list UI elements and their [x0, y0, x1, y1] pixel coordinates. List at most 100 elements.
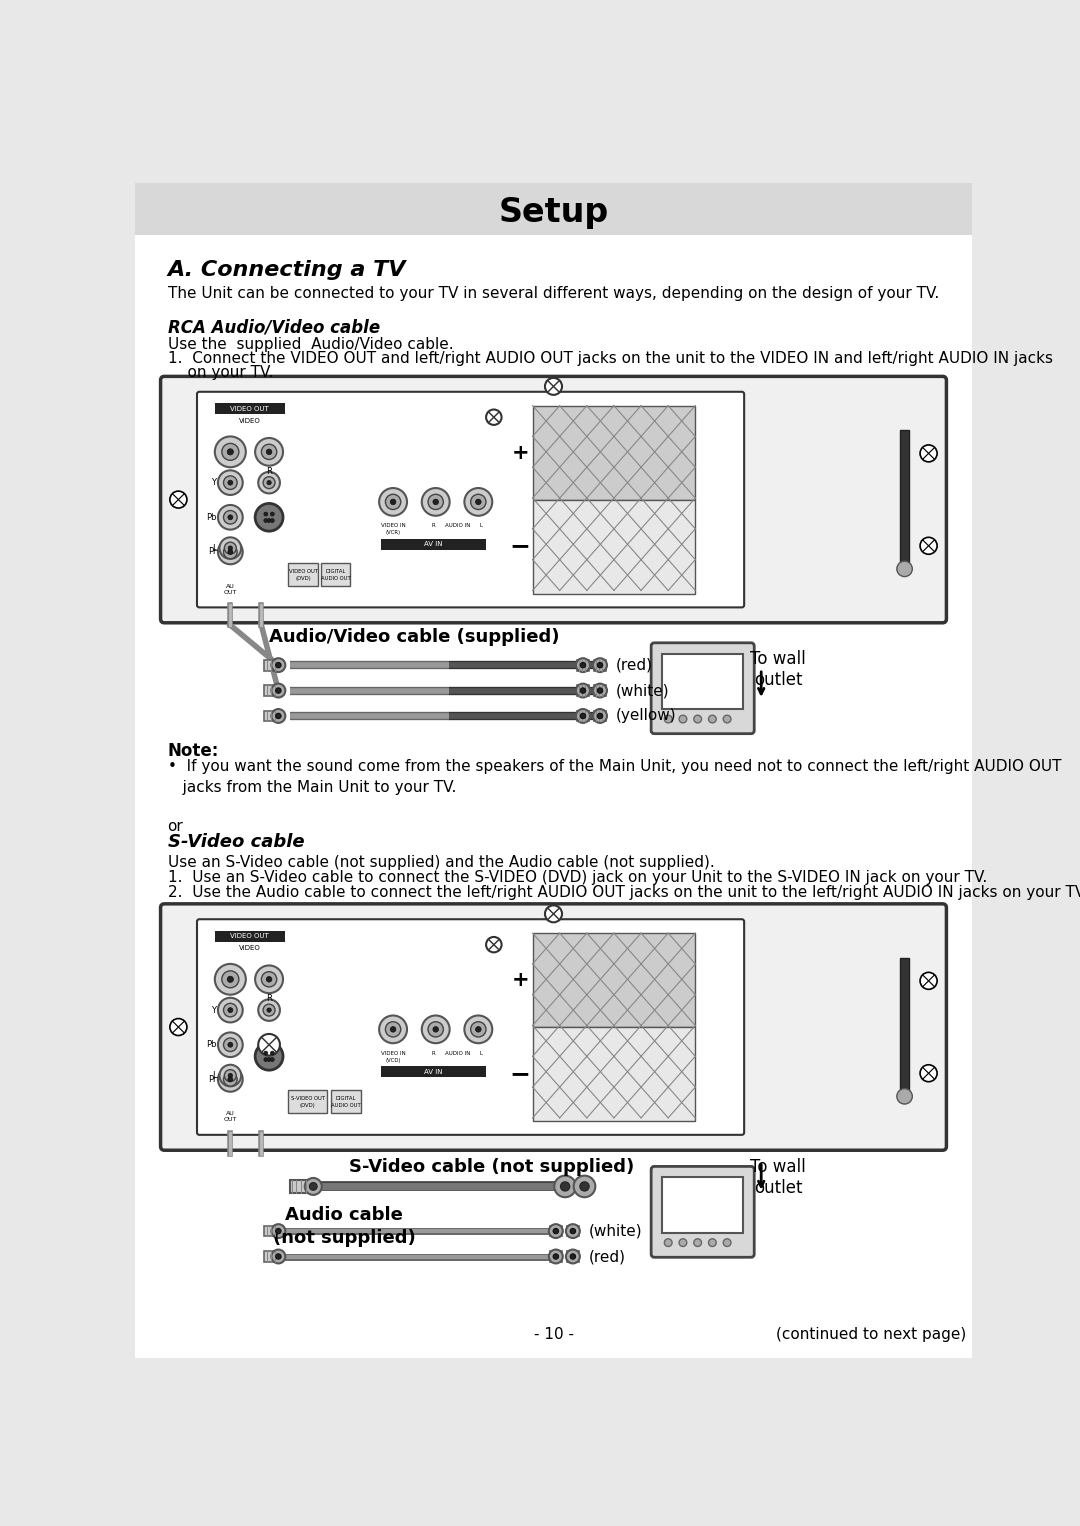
- Circle shape: [215, 964, 246, 995]
- Circle shape: [228, 1042, 233, 1047]
- Text: Audio cable
(not supplied): Audio cable (not supplied): [273, 1207, 416, 1247]
- Bar: [567, 1251, 579, 1262]
- Circle shape: [224, 1003, 238, 1016]
- Bar: [550, 1225, 562, 1236]
- Text: Pb: Pb: [206, 513, 216, 522]
- Circle shape: [422, 1015, 449, 1044]
- Bar: [532, 1027, 696, 1122]
- Circle shape: [679, 1239, 687, 1247]
- Circle shape: [570, 1228, 576, 1235]
- Text: (VCD): (VCD): [386, 1058, 401, 1062]
- Text: To wall
outlet: To wall outlet: [751, 650, 806, 688]
- Circle shape: [264, 1058, 268, 1062]
- Circle shape: [433, 499, 438, 505]
- Circle shape: [920, 1065, 937, 1082]
- Circle shape: [267, 519, 271, 522]
- Bar: [321, 563, 350, 586]
- Circle shape: [708, 716, 716, 723]
- Circle shape: [258, 472, 280, 493]
- Bar: [381, 539, 486, 549]
- Circle shape: [267, 449, 272, 455]
- Circle shape: [597, 688, 603, 693]
- Circle shape: [554, 1175, 576, 1198]
- Circle shape: [486, 409, 501, 424]
- Text: Use an S-Video cable (not supplied) and the Audio cable (not supplied).: Use an S-Video cable (not supplied) and …: [167, 855, 714, 870]
- Circle shape: [464, 488, 492, 516]
- Circle shape: [275, 662, 281, 668]
- FancyBboxPatch shape: [161, 903, 946, 1151]
- Text: S-Video cable (not supplied): S-Video cable (not supplied): [349, 1158, 634, 1177]
- Bar: [288, 563, 318, 586]
- Text: RCA Audio/Video cable: RCA Audio/Video cable: [167, 319, 380, 337]
- Circle shape: [225, 1070, 237, 1082]
- Circle shape: [270, 519, 274, 522]
- Circle shape: [215, 436, 246, 467]
- Bar: [288, 1090, 327, 1114]
- Circle shape: [221, 444, 239, 461]
- Text: 1.  Use an S-Video cable to connect the S-VIDEO (DVD) jack on your Unit to the S: 1. Use an S-Video cable to connect the S…: [167, 870, 987, 885]
- FancyBboxPatch shape: [651, 1166, 754, 1257]
- Text: −: −: [510, 534, 530, 559]
- Circle shape: [227, 977, 233, 983]
- Circle shape: [724, 716, 731, 723]
- Bar: [594, 711, 606, 722]
- Circle shape: [267, 1058, 271, 1062]
- Bar: [662, 1177, 743, 1233]
- Bar: [265, 659, 279, 670]
- Circle shape: [258, 1035, 280, 1056]
- Circle shape: [379, 1015, 407, 1044]
- Text: R: R: [266, 467, 272, 476]
- Bar: [900, 958, 909, 1096]
- Circle shape: [561, 1181, 570, 1192]
- Circle shape: [275, 713, 281, 719]
- Text: Audio/Video cable (supplied): Audio/Video cable (supplied): [269, 629, 559, 645]
- Text: S-VIDEO OUT: S-VIDEO OUT: [291, 1096, 325, 1102]
- Circle shape: [464, 1015, 492, 1044]
- Circle shape: [264, 513, 268, 516]
- Circle shape: [219, 1065, 241, 1087]
- Text: Pb: Pb: [206, 1041, 216, 1050]
- Circle shape: [271, 1250, 285, 1264]
- Circle shape: [221, 971, 239, 987]
- Circle shape: [224, 511, 238, 523]
- Bar: [332, 1090, 361, 1114]
- Bar: [662, 653, 743, 710]
- Text: AV IN: AV IN: [424, 542, 443, 548]
- Circle shape: [566, 1224, 580, 1238]
- Circle shape: [580, 1181, 590, 1192]
- Circle shape: [224, 1073, 238, 1087]
- Text: AV IN: AV IN: [424, 1068, 443, 1074]
- Text: Note:: Note:: [167, 742, 219, 760]
- Circle shape: [545, 905, 562, 922]
- Circle shape: [275, 1228, 281, 1235]
- Bar: [532, 499, 696, 594]
- Circle shape: [553, 1228, 558, 1235]
- Circle shape: [593, 710, 607, 723]
- Bar: [532, 406, 696, 499]
- Circle shape: [270, 513, 274, 516]
- Circle shape: [576, 658, 590, 671]
- Circle shape: [255, 438, 283, 465]
- Text: (VCR): (VCR): [386, 531, 401, 536]
- Circle shape: [224, 476, 238, 490]
- Circle shape: [228, 514, 233, 520]
- Circle shape: [597, 662, 603, 668]
- Circle shape: [664, 1239, 672, 1247]
- FancyBboxPatch shape: [651, 642, 754, 734]
- Circle shape: [549, 1250, 563, 1264]
- Text: OUT: OUT: [224, 1117, 237, 1122]
- Circle shape: [271, 1224, 285, 1238]
- Text: +: +: [511, 443, 529, 462]
- Circle shape: [218, 1033, 243, 1058]
- Bar: [550, 1251, 562, 1262]
- Circle shape: [228, 481, 233, 485]
- Circle shape: [264, 1004, 275, 1016]
- Circle shape: [255, 966, 283, 993]
- Circle shape: [570, 1254, 576, 1259]
- Circle shape: [305, 1178, 322, 1195]
- Circle shape: [896, 1088, 913, 1103]
- Circle shape: [566, 1250, 580, 1264]
- Circle shape: [475, 499, 481, 505]
- Bar: [594, 659, 606, 670]
- Circle shape: [264, 476, 275, 488]
